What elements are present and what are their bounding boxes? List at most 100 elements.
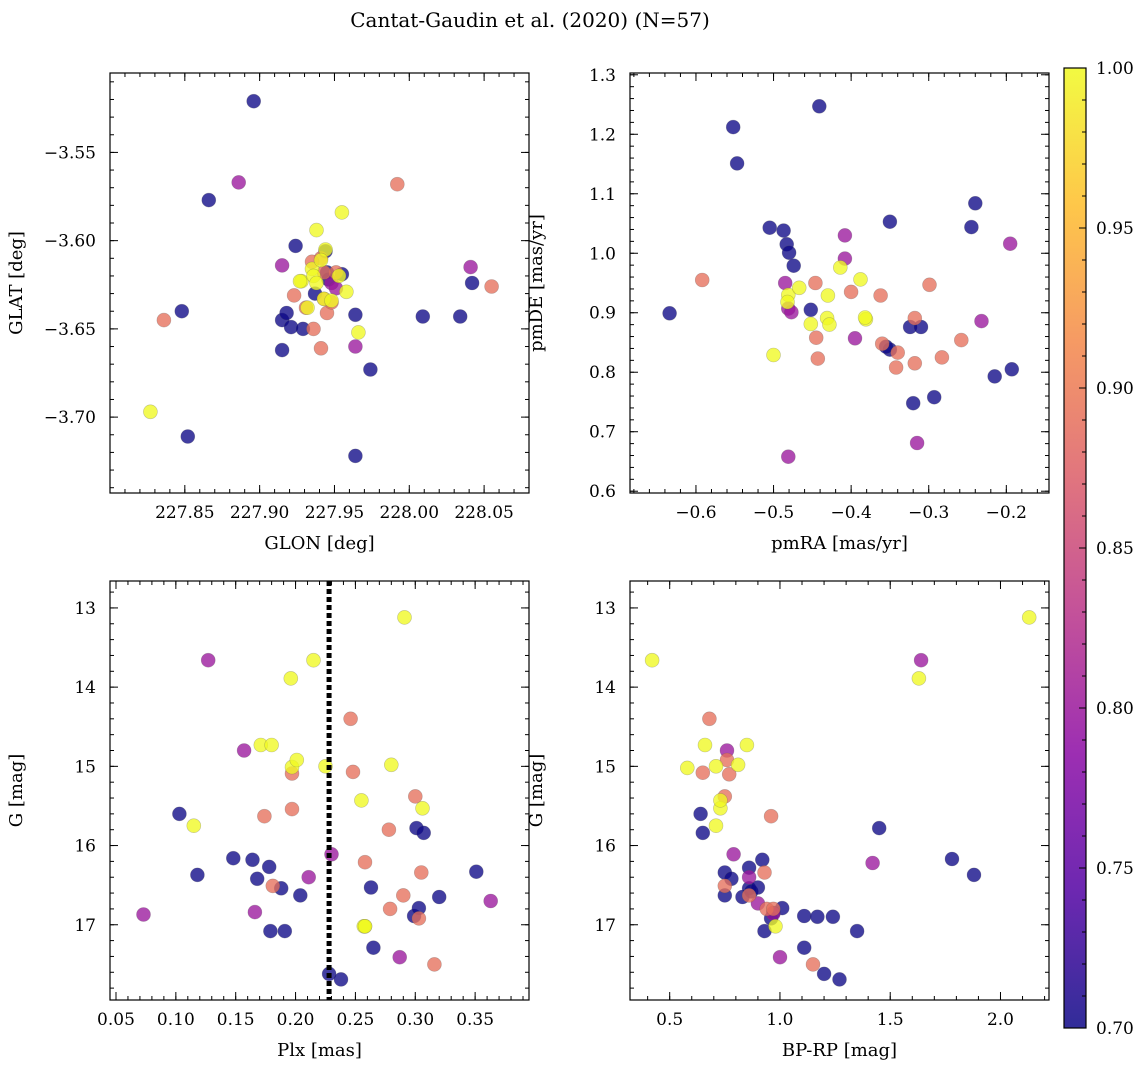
scatter-point xyxy=(416,825,432,841)
scatter-point xyxy=(708,758,724,774)
scatter-point xyxy=(811,99,827,114)
y-tick-label: 15 xyxy=(594,757,616,777)
x-tick-label: 0.35 xyxy=(456,1010,494,1030)
panel-pos: 227.85 227.90 227.95 228.00 228.05 −3.70 −3.65… xyxy=(6,72,530,554)
scatter-point xyxy=(313,340,329,356)
scatter-point xyxy=(257,808,272,824)
scatter-point xyxy=(343,711,358,727)
scatter-point xyxy=(306,652,321,668)
scatter-point xyxy=(247,904,263,920)
y-tick-label: 13 xyxy=(74,599,96,619)
scatter-point xyxy=(786,258,802,274)
scatter-point xyxy=(427,957,442,972)
colorbar-tick-label: 0.80 xyxy=(1096,699,1134,719)
scatter-point xyxy=(201,192,217,208)
scatter-point xyxy=(261,859,277,875)
scatter-point xyxy=(407,789,423,804)
scatter-point xyxy=(246,93,261,109)
scatter-point xyxy=(464,275,480,291)
scatter-point xyxy=(245,852,260,868)
scatter-point xyxy=(156,312,172,328)
scatter-point xyxy=(263,923,278,939)
panel-plx: 0.05 0.10 0.15 0.20 0.25 0.30 0.35 13 14 15 16 17 Pl… xyxy=(6,580,530,1061)
scatter-point xyxy=(820,288,836,303)
scatter-point xyxy=(136,907,151,922)
scatter-point xyxy=(776,223,791,238)
scatter-point xyxy=(766,347,781,363)
scatter-point xyxy=(662,305,677,321)
scatter-point xyxy=(200,652,216,668)
scatter-point xyxy=(357,854,373,870)
scatter-point xyxy=(334,205,350,220)
x-tick-label: 0.30 xyxy=(396,1010,434,1030)
scatter-point xyxy=(837,228,853,243)
scatter-point xyxy=(309,275,324,291)
scatter-point xyxy=(739,737,755,753)
scatter-point xyxy=(431,889,447,905)
scatter-point xyxy=(857,310,873,325)
scatter-point xyxy=(890,345,906,360)
scatter-point xyxy=(905,395,921,411)
panel-pm: −0.6 −0.5 −0.4 −0.3 −0.2 0.6 0.7 0.8 0.9 1.0 1.1 1.… xyxy=(526,66,1050,554)
scatter-point xyxy=(757,865,772,880)
scatter-point xyxy=(463,259,478,275)
scatter-point xyxy=(468,864,484,880)
scatter-point xyxy=(483,893,499,909)
scatter-point xyxy=(292,888,308,903)
x-axis-label: Plx [mas] xyxy=(277,1040,362,1061)
x-tick-label: −0.5 xyxy=(753,503,794,523)
x-tick-label: 1.0 xyxy=(766,1010,793,1030)
colorbar-tick-label: 0.90 xyxy=(1096,379,1134,399)
scatter-point xyxy=(964,219,979,235)
scatter-point xyxy=(832,260,848,275)
scatter-point xyxy=(791,280,807,296)
scatter-point xyxy=(805,957,821,972)
scatter-point xyxy=(286,288,302,303)
y-tick-label: −3.65 xyxy=(44,320,96,340)
scatter-point xyxy=(363,880,379,895)
colorbar-tick-label: 0.95 xyxy=(1096,219,1134,239)
scatter-point xyxy=(357,918,373,934)
x-tick-label: −0.2 xyxy=(986,503,1027,523)
scatter-point xyxy=(413,865,429,880)
scatter-point xyxy=(313,252,329,268)
scatter-point xyxy=(865,855,880,871)
scatter-point xyxy=(768,918,783,934)
x-tick-label: 228.05 xyxy=(454,503,513,523)
scatter-point xyxy=(277,923,293,939)
y-axis-label: GLAT [deg] xyxy=(6,231,27,335)
scatter-point xyxy=(174,303,190,319)
scatter-point xyxy=(345,764,361,780)
scatter-point xyxy=(913,652,929,668)
scatter-point xyxy=(292,273,308,289)
y-tick-label: 17 xyxy=(594,916,616,936)
scatter-point xyxy=(309,222,324,238)
y-tick-label: 1.0 xyxy=(589,244,616,264)
y-tick-label: 0.7 xyxy=(589,423,616,443)
scatter-point xyxy=(780,449,796,465)
y-axis-label: G [mag] xyxy=(6,754,27,827)
x-tick-label: 227.90 xyxy=(230,503,289,523)
scatter-point xyxy=(873,288,888,303)
scatter-point xyxy=(882,214,898,229)
scatter-point xyxy=(236,743,252,758)
scatter-point xyxy=(172,806,187,822)
scatter-point xyxy=(907,355,923,371)
x-tick-label: −0.3 xyxy=(908,503,949,523)
scatter-point xyxy=(284,801,300,817)
scatter-point xyxy=(871,820,887,836)
y-tick-label: −3.70 xyxy=(44,408,96,428)
scatter-point xyxy=(796,908,812,924)
y-tick-label: 14 xyxy=(594,678,616,698)
y-tick-label: 1.2 xyxy=(589,125,616,145)
scatter-point xyxy=(966,867,982,883)
y-tick-label: 0.6 xyxy=(589,482,616,502)
scatter-point xyxy=(772,949,788,965)
scatter-point xyxy=(351,325,366,340)
y-tick-label: −3.55 xyxy=(44,143,96,163)
x-tick-label: 0.10 xyxy=(157,1010,195,1030)
scatter-point xyxy=(186,818,202,834)
scatter-point xyxy=(808,275,823,291)
scatter-point xyxy=(392,949,408,965)
scatter-point xyxy=(389,176,405,192)
